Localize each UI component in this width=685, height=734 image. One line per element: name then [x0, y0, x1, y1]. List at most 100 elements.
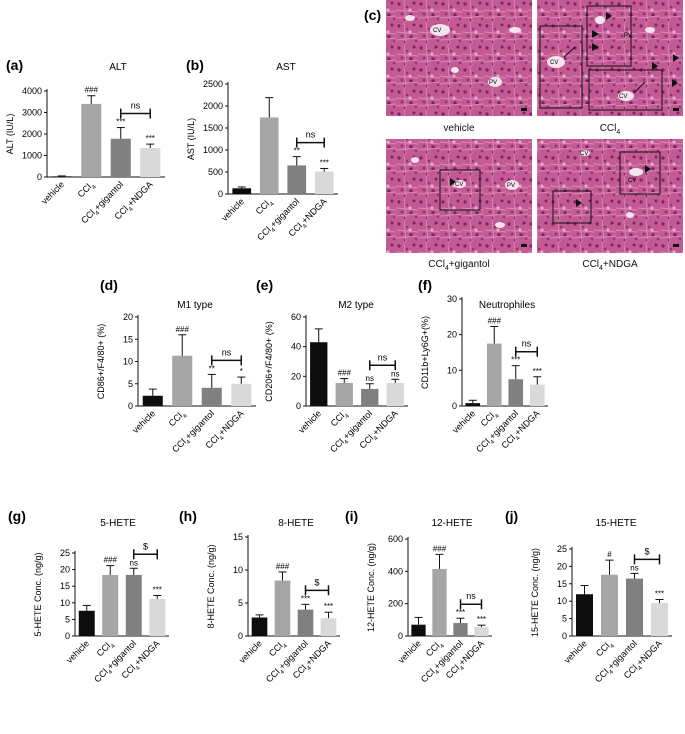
y-tick-label: 20	[123, 312, 133, 322]
y-axis-label: CD86+/F4/80+ (%)	[96, 324, 106, 400]
significance-label: ns	[130, 558, 138, 567]
chart-f: (f) Neutrophiles 0 10 20 30 CD11b+Ly6G+(%) vehi…	[418, 277, 548, 457]
x-tick-label: CCl4	[167, 408, 190, 431]
bar	[386, 383, 404, 406]
bar	[297, 609, 314, 636]
cv-mark: CV	[628, 178, 636, 184]
bracket-label: ns	[131, 101, 141, 111]
arrowhead-icon	[592, 43, 599, 51]
y-tick-label: 1000	[22, 151, 42, 161]
significance-label: ns	[391, 369, 399, 378]
y-tick-label: 500	[208, 167, 223, 177]
bar	[411, 624, 426, 636]
chart-a: (a) ALT 0 1000 2000 3000 4000 ALT (IU/L) vehicle…	[5, 57, 165, 228]
panel-letter: (a)	[6, 57, 23, 73]
y-tick-label: 10	[557, 596, 567, 606]
panel-letter: (d)	[100, 277, 118, 293]
y-tick-label: 20	[60, 565, 70, 575]
bar	[51, 176, 72, 177]
y-axis-label: 8-HETE Conc. (ng/g)	[206, 544, 216, 628]
y-tick-label: 40	[291, 342, 301, 352]
bar	[320, 618, 337, 636]
x-tick-label: CCl4	[76, 179, 99, 202]
panel-letter: (g)	[8, 508, 26, 524]
y-axis-label: 15-HETE Conc. (ng/g)	[530, 548, 540, 637]
bar	[251, 617, 268, 636]
y-tick-label: 10	[123, 357, 133, 367]
bar	[142, 395, 163, 406]
arrowhead-icon	[645, 165, 651, 173]
bar	[486, 343, 502, 406]
histology-ccl4: CV PV CV	[537, 0, 683, 116]
x-tick-label: vehicle	[296, 408, 323, 435]
arrowhead-icon	[576, 199, 582, 207]
bar	[601, 574, 618, 636]
bar	[314, 171, 334, 194]
bracket-label: $	[143, 541, 148, 551]
pv-mark: PV	[489, 80, 497, 86]
chart-title: Neutrophiles	[479, 300, 535, 311]
y-tick-label: 0	[238, 631, 243, 641]
bar	[474, 627, 489, 636]
bracket-label: $	[314, 577, 319, 587]
significance-label: ***	[320, 158, 329, 167]
panel-letter: (i)	[345, 508, 358, 524]
arrowhead-icon	[672, 79, 678, 87]
y-tick-label: 200	[388, 599, 403, 609]
significance-label: ###	[488, 316, 502, 325]
bar	[651, 602, 668, 636]
cv-mark: CV	[580, 151, 588, 157]
x-tick-label: vehicle	[450, 408, 477, 435]
pv-mark: PV	[624, 33, 632, 39]
bar	[335, 383, 353, 406]
y-axis-label: 5-HETE Conc. (ng/g)	[33, 552, 43, 636]
significance-label: ###	[85, 86, 99, 95]
bar	[140, 147, 161, 177]
y-tick-label: 600	[388, 534, 403, 544]
bar	[201, 387, 222, 406]
cv-mark: CV	[433, 28, 441, 34]
significance-label: ***	[301, 594, 310, 603]
significance-label: ***	[511, 356, 520, 365]
y-tick-label: 1500	[203, 123, 223, 133]
histology-vehicle: CV PV	[386, 0, 532, 116]
y-axis-label: ALT (IU/L)	[5, 114, 15, 155]
significance-label: ***	[324, 602, 333, 611]
bar	[529, 384, 545, 406]
y-tick-label: 400	[388, 566, 403, 576]
significance-label: ***	[477, 615, 486, 624]
bar	[453, 623, 468, 636]
x-tick-label: vehicle	[130, 408, 157, 435]
chart-b: (b) AST 0 500 1000 1500 2000 2500 AST (IU/L) vehi…	[186, 57, 338, 245]
significance-label: ***	[116, 118, 125, 127]
histology-ccl4-gigantol: CV PV	[386, 139, 532, 253]
bar	[508, 379, 524, 406]
bar	[626, 578, 643, 636]
bar	[576, 594, 593, 636]
chart-j: (j) 15-HETE 0 5 10 15 20 25 15-HETE Conc. (ng/g)…	[505, 508, 672, 687]
y-tick-label: 5	[238, 598, 243, 608]
x-tick-label: vehicle	[237, 638, 264, 665]
chart-title: ALT	[109, 62, 127, 73]
y-tick-label: 0	[37, 172, 42, 182]
cv-mark: CV	[455, 182, 463, 188]
pv-mark: PV	[507, 183, 515, 189]
y-tick-label: 25	[557, 544, 567, 554]
arrowhead-icon	[606, 12, 612, 20]
bar	[287, 165, 307, 194]
y-axis-label: 12-HETE Conc. (ng/g)	[366, 543, 376, 632]
bar	[232, 188, 252, 194]
y-axis-label: CD206+/F4/80+ (%)	[264, 321, 274, 402]
bar	[274, 580, 291, 636]
y-axis-label: CD11b+Ly6G+(%)	[420, 316, 430, 389]
y-tick-label: 0	[218, 189, 223, 199]
y-tick-label: 20	[557, 561, 567, 571]
y-tick-label: 60	[291, 312, 301, 322]
x-tick-label: vehicle	[64, 638, 91, 665]
x-tick-label: vehicle	[39, 179, 66, 206]
y-tick-label: 15	[60, 581, 70, 591]
y-tick-label: 10	[233, 565, 243, 575]
arrowhead-icon	[652, 62, 658, 70]
significance-label: ns	[630, 563, 638, 572]
